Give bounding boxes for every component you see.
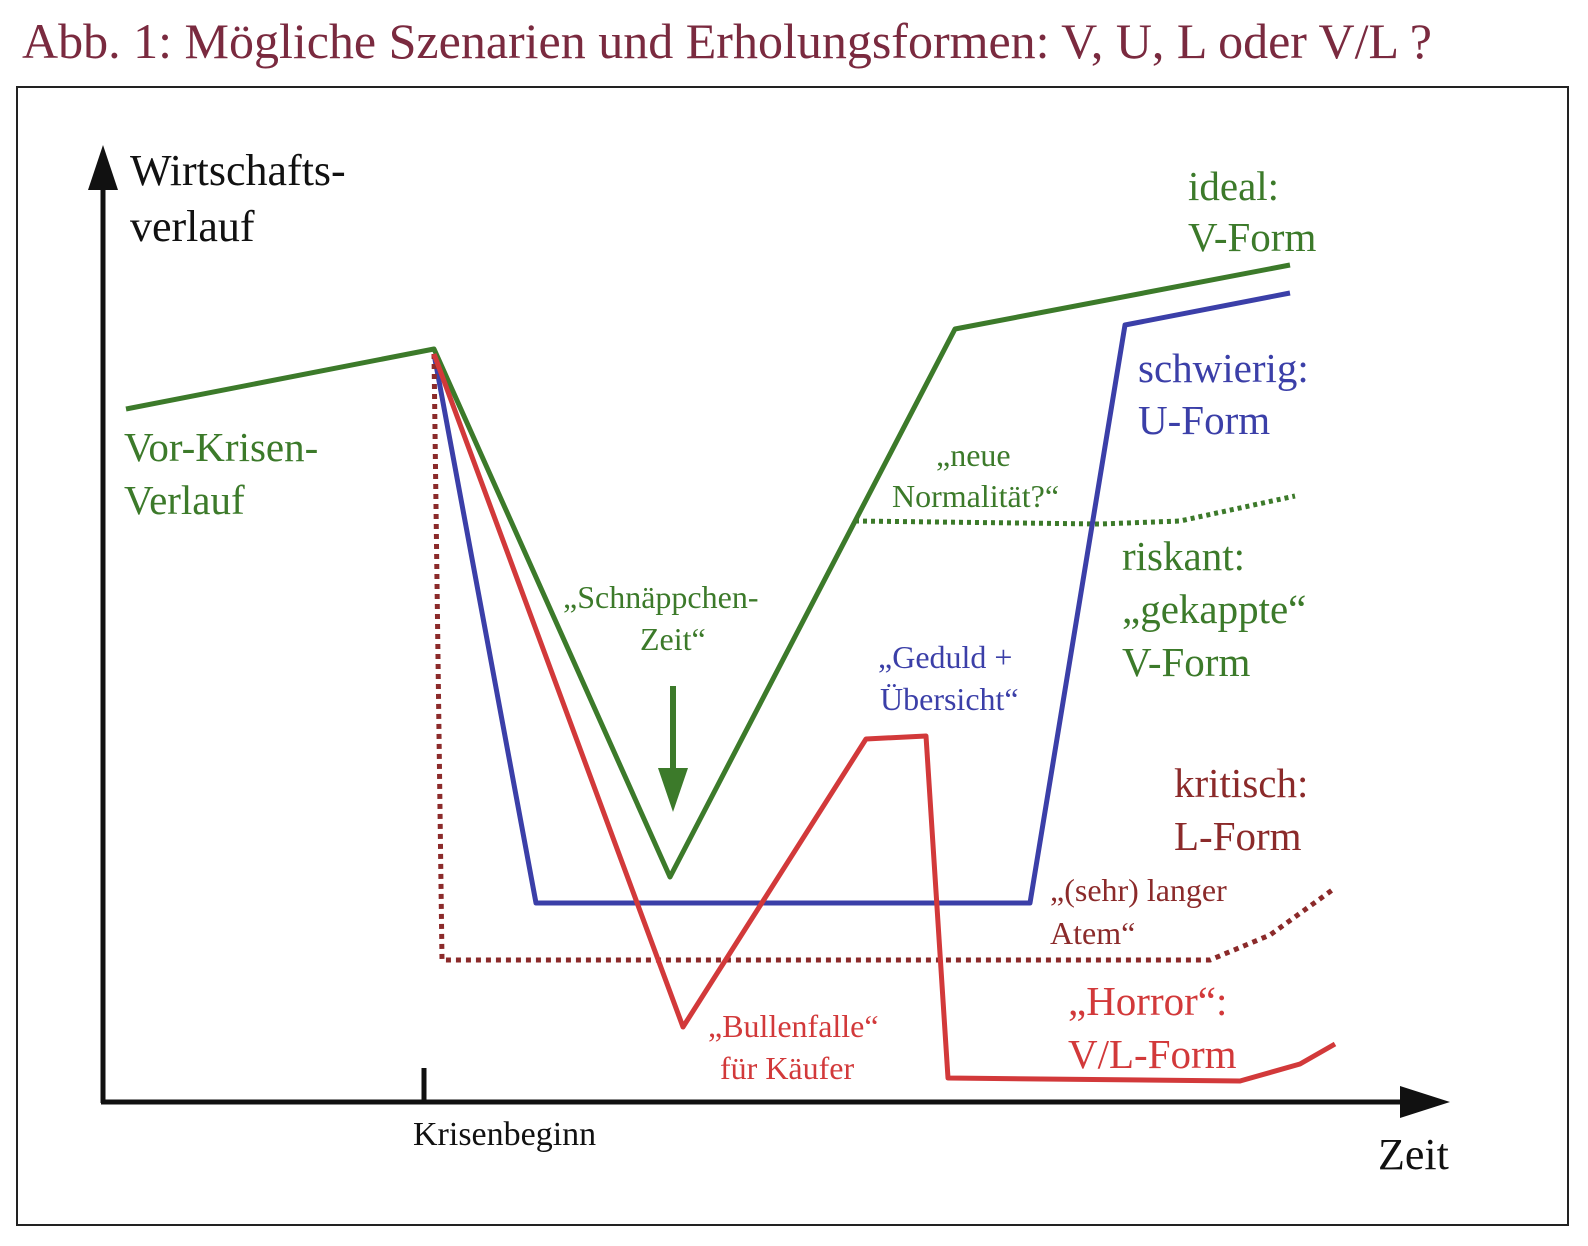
diagram-frame — [16, 86, 1569, 1226]
y-axis-label-line2: verlauf — [130, 202, 255, 251]
y-axis-arrowhead — [88, 145, 118, 190]
bargain-arrow-head — [658, 768, 688, 812]
difficult-label-1: schwierig: — [1138, 345, 1309, 391]
horror-label-1: „Horror“: — [1068, 978, 1227, 1024]
bargain-label-2: Zeit“ — [640, 621, 706, 657]
patience-label-2: Übersicht“ — [880, 681, 1019, 717]
bulltrap-label-2: für Käufer — [720, 1050, 854, 1086]
horror-label-2: V/L-Form — [1068, 1031, 1237, 1077]
risky-label-2: „gekappte“ — [1122, 586, 1306, 632]
capped-v-curve — [854, 493, 1296, 527]
x-axis-arrowhead — [1400, 1086, 1450, 1118]
crisis-start-label: Krisenbeginn — [413, 1116, 596, 1153]
patience-label-1: „Geduld + — [878, 639, 1012, 675]
u-curve — [431, 290, 1291, 906]
critical-label-1: kritisch: — [1174, 760, 1308, 806]
vl-curve — [431, 353, 1337, 1084]
new-normal-label-1: „neue — [936, 437, 1011, 473]
new-normal-label-2: Normalität?“ — [892, 478, 1059, 514]
long-breath-label-2: Atem“ — [1050, 915, 1135, 951]
ideal-v-curve — [125, 262, 1291, 880]
x-axis-label: Zeit — [1378, 1130, 1449, 1179]
bulltrap-label-1: „Bullenfalle“ — [708, 1008, 879, 1044]
critical-label-2: L-Form — [1174, 813, 1302, 859]
risky-label-1: riskant: — [1122, 533, 1245, 579]
pre-crisis-label-1: Vor-Krisen- — [124, 424, 318, 470]
difficult-label-2: U-Form — [1138, 397, 1270, 443]
risky-label-3: V-Form — [1122, 639, 1250, 685]
pre-crisis-label-2: Verlauf — [124, 477, 245, 523]
long-breath-label-1: „(sehr) langer — [1050, 872, 1227, 908]
ideal-label-1: ideal: — [1188, 163, 1279, 209]
y-axis-label-line1: Wirtschafts- — [130, 146, 346, 195]
bargain-label-1: „Schnäppchen- — [563, 579, 758, 615]
l-curve — [431, 353, 1337, 963]
figure-title: Abb. 1: Mögliche Szenarien und Erholungs… — [22, 13, 1432, 69]
ideal-label-2: V-Form — [1188, 214, 1316, 260]
